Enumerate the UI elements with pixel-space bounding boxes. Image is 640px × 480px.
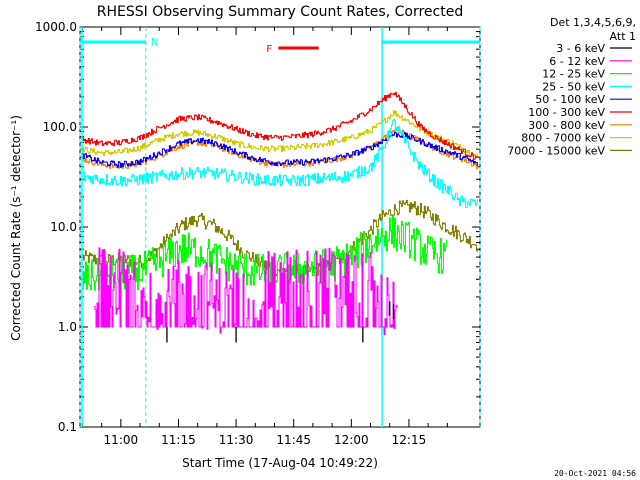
x-tick-label: 11:30 [219, 433, 254, 447]
footer-timestamp: 20-Oct-2021 04:56 [554, 469, 636, 478]
plot-area: 0.1 1.0 10.0 100.0 1000.0 11:00 11:15 11:30 11:4… [35, 20, 481, 447]
x-tick-label: 11:15 [161, 433, 196, 447]
legend-label: 800 - 7000 keV [521, 132, 605, 145]
legend-label: 6 - 12 keV [549, 55, 605, 68]
series-100-300-keV-line [82, 92, 478, 160]
y-tick-label: 0.1 [58, 420, 77, 434]
series-7000-15000-keV-line [82, 199, 478, 279]
series-12-25-keV-line [82, 215, 447, 292]
legend-label: 100 - 300 keV [528, 106, 605, 119]
detector-info-line-2: Att 1 [610, 30, 636, 43]
series-800-7000-keV-line [82, 110, 478, 157]
legend-label: 25 - 50 keV [542, 80, 605, 93]
legend-label: 3 - 6 keV [556, 42, 605, 55]
detector-info: Det 1,3,4,5,6,9, Att 1 [550, 16, 636, 43]
y-tick-label: 10.0 [50, 220, 77, 234]
x-tick-label: 11:45 [276, 433, 311, 447]
legend-label: 12 - 25 keV [542, 68, 605, 81]
x-tick-label: 12:15 [392, 433, 427, 447]
legend-label: 300 - 800 keV [528, 119, 605, 132]
chart-title: RHESSI Observing Summary Count Rates, Co… [97, 4, 463, 20]
y-axis-label: Corrected Count Rate (s⁻¹ detector⁻¹) [9, 115, 23, 341]
series-6-12-keV-line [94, 247, 398, 336]
flare-flag-label: F [266, 44, 272, 55]
y-tick-label: 100.0 [43, 120, 77, 134]
series-25-50-keV-line [82, 118, 478, 208]
x-tick-label: 11:00 [104, 433, 139, 447]
legend-label: 7000 - 15000 keV [507, 144, 605, 157]
series-50-100-keV-line [82, 131, 478, 168]
detector-info-line-1: Det 1,3,4,5,6,9, [550, 16, 636, 29]
y-tick-label: 1000.0 [35, 20, 77, 34]
legend-label: 50 - 100 keV [535, 93, 605, 106]
y-tick-label: 1.0 [58, 320, 77, 334]
night-flag-label: N [151, 37, 158, 48]
x-axis-label: Start Time (17-Aug-04 10:49:22) [182, 456, 378, 470]
x-tick-label: 12:00 [334, 433, 369, 447]
